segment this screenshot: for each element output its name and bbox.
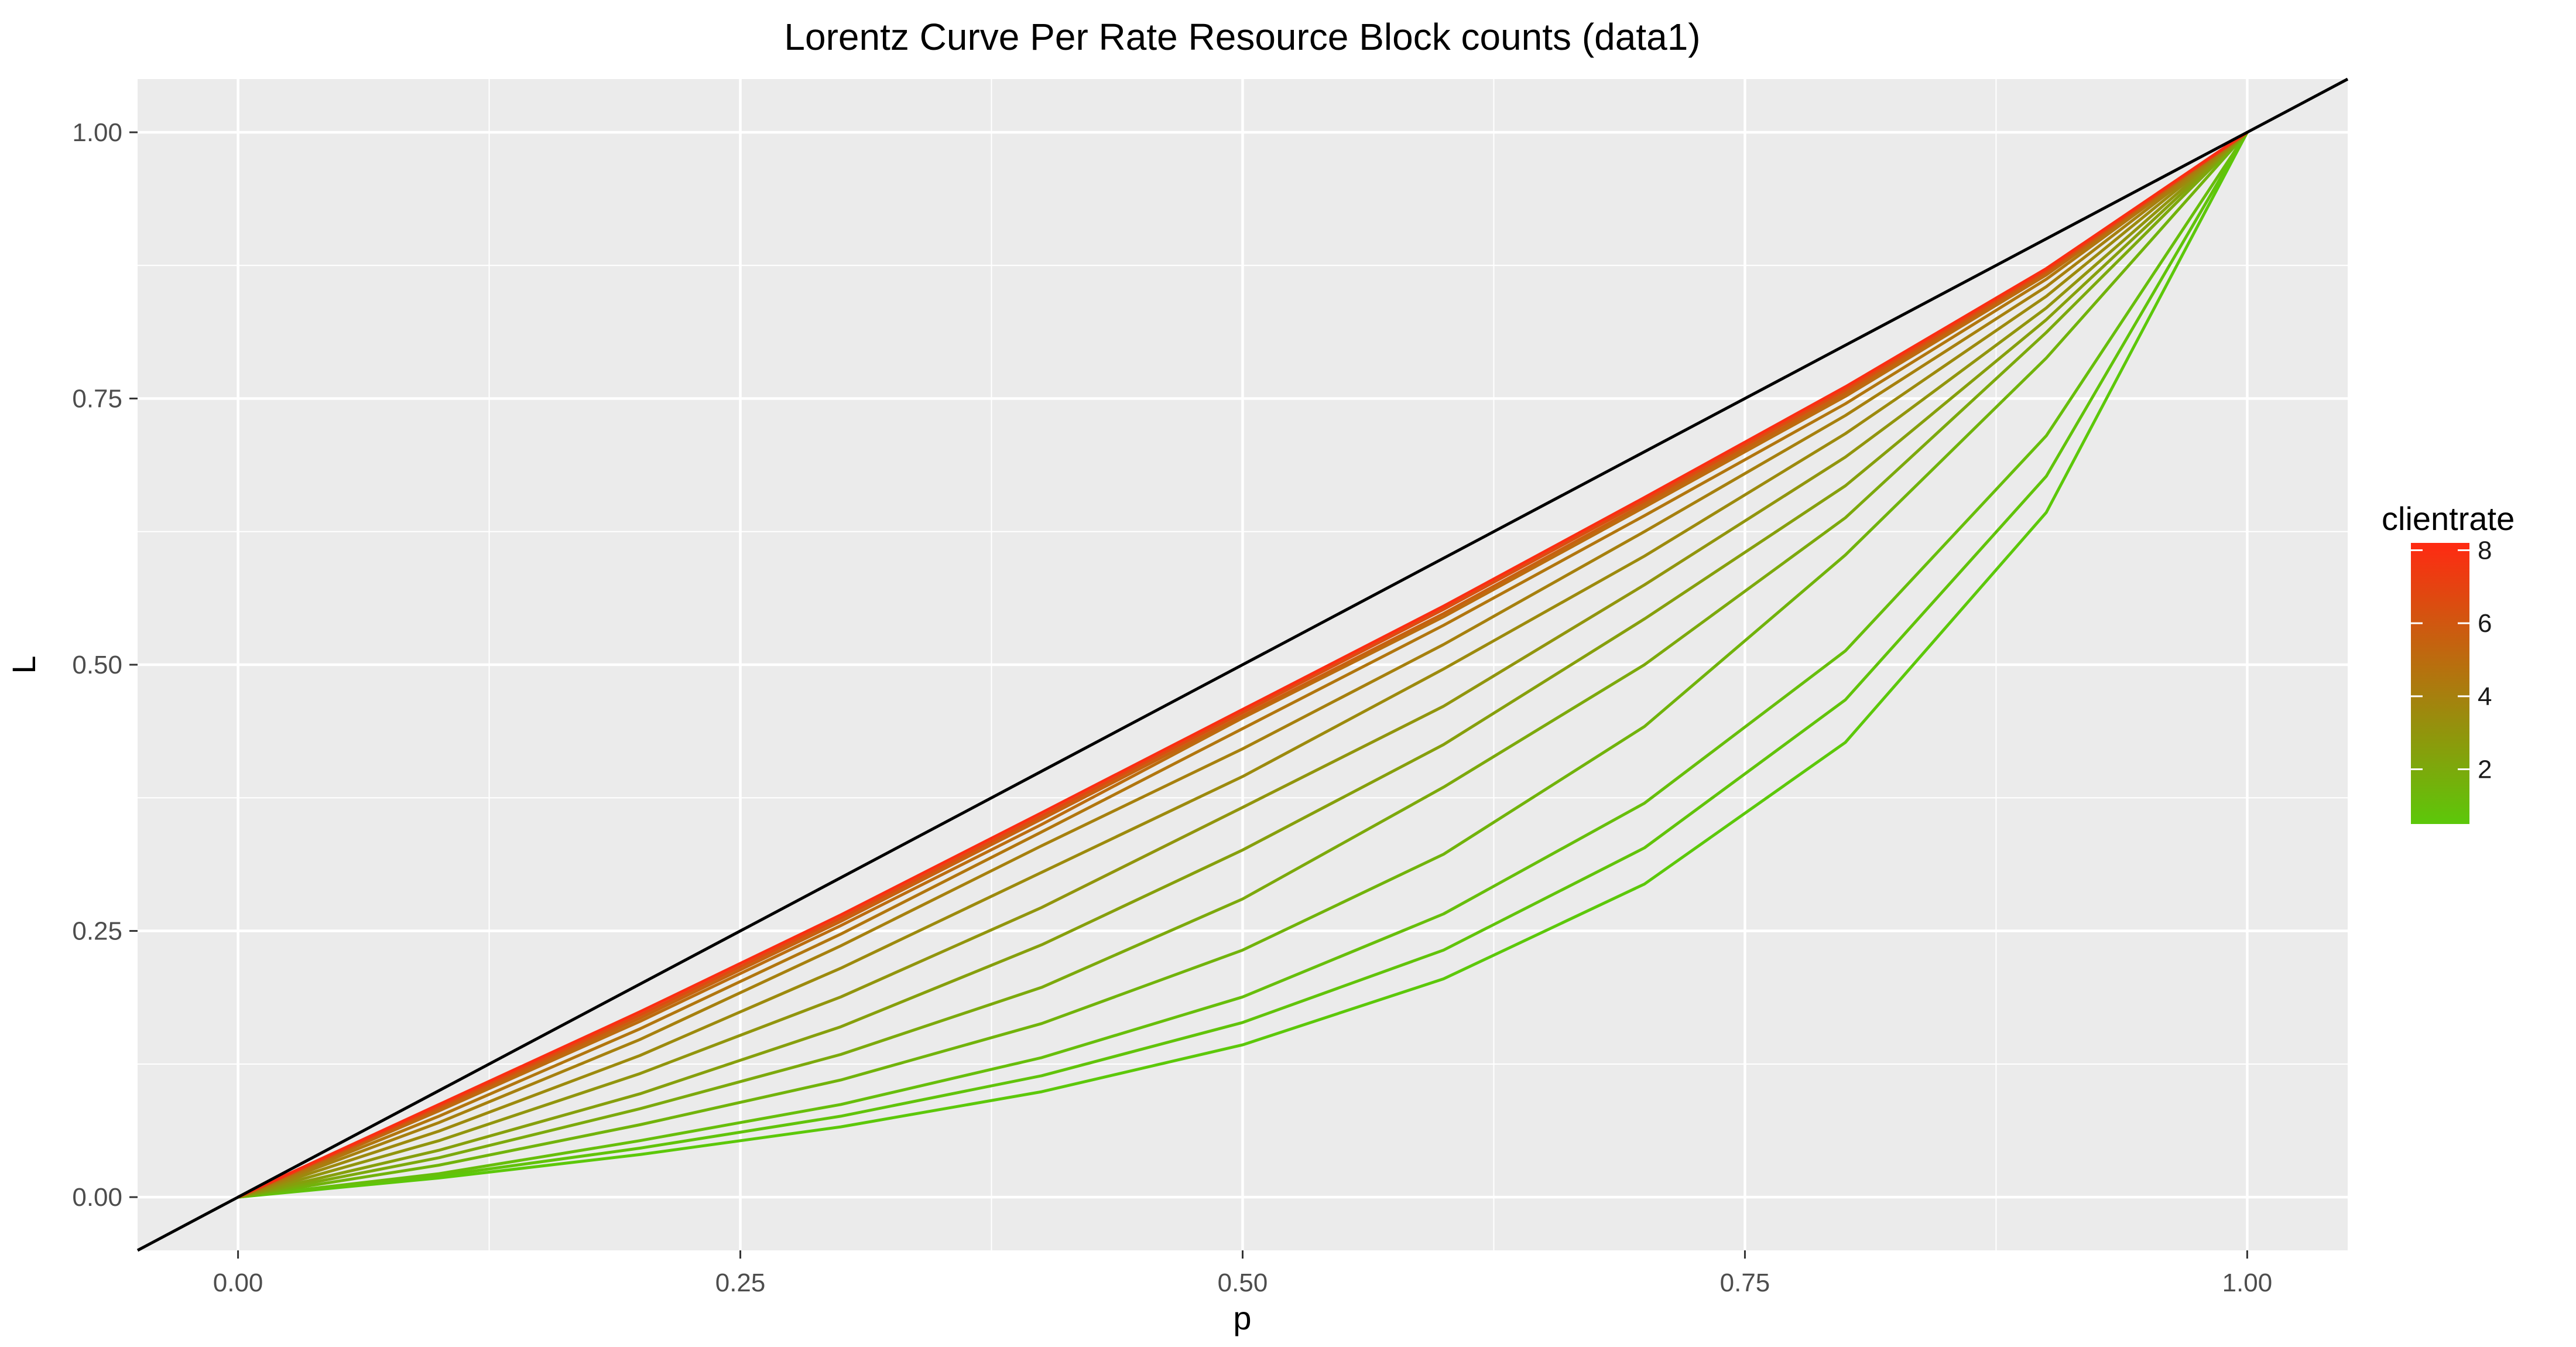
- series-line-clientrate-4: [237, 131, 2248, 1199]
- y-tick-label: 0.50: [72, 651, 122, 679]
- legend-tick-label: 8: [2478, 536, 2492, 565]
- equality-line: [136, 77, 2349, 1252]
- y-tick-label: 0.75: [72, 384, 122, 413]
- series-line-clientrate-1: [238, 131, 2249, 1199]
- legend: clientrate 2 4 6 8: [2382, 500, 2515, 824]
- series-lines: [237, 131, 2249, 1199]
- series-line-clientrate-6_5: [237, 131, 2248, 1199]
- legend-tick-label: 2: [2478, 755, 2492, 784]
- x-tick-label: 1.00: [2222, 1269, 2273, 1297]
- legend-tick-label: 6: [2478, 609, 2492, 638]
- x-axis-title: p: [1233, 1300, 1251, 1336]
- series-line-clientrate-1_5: [238, 131, 2249, 1199]
- series-line-clientrate-5: [237, 131, 2248, 1199]
- series-line-clientrate-3_5: [237, 131, 2248, 1199]
- y-tick-label: 0.00: [72, 1183, 122, 1212]
- series-line-clientrate-5_5: [237, 131, 2248, 1199]
- x-axis-ticks: 0.00 0.25 0.50 0.75 1.00: [213, 1250, 2272, 1297]
- series-line-clientrate-3: [237, 131, 2249, 1199]
- series-line-clientrate-2: [238, 131, 2249, 1199]
- legend-title: clientrate: [2382, 500, 2515, 537]
- series-line-clientrate-0_5: [238, 131, 2249, 1199]
- legend-colorbar: [2411, 543, 2469, 824]
- series-line-clientrate-4_5: [237, 131, 2248, 1199]
- equality-line-layer: [136, 77, 2349, 1252]
- legend-tick-label: 4: [2478, 682, 2492, 711]
- x-tick-label: 0.50: [1218, 1269, 1268, 1297]
- x-tick-label: 0.00: [213, 1269, 263, 1297]
- x-tick-label: 0.75: [1720, 1269, 1770, 1297]
- legend-ticks: 2 4 6 8: [2411, 536, 2492, 784]
- y-axis-title: L: [5, 655, 42, 674]
- y-axis-ticks: 0.00 0.25 0.50 0.75 1.00: [72, 118, 138, 1212]
- series-line-clientrate-8: [237, 131, 2248, 1199]
- series-line-clientrate-2_5: [238, 131, 2249, 1199]
- y-tick-label: 0.25: [72, 917, 122, 946]
- y-tick-label: 1.00: [72, 118, 122, 147]
- chart-title: Lorentz Curve Per Rate Resource Block co…: [784, 16, 1700, 58]
- x-tick-label: 0.25: [715, 1269, 766, 1297]
- series-line-clientrate-0_75: [238, 131, 2249, 1199]
